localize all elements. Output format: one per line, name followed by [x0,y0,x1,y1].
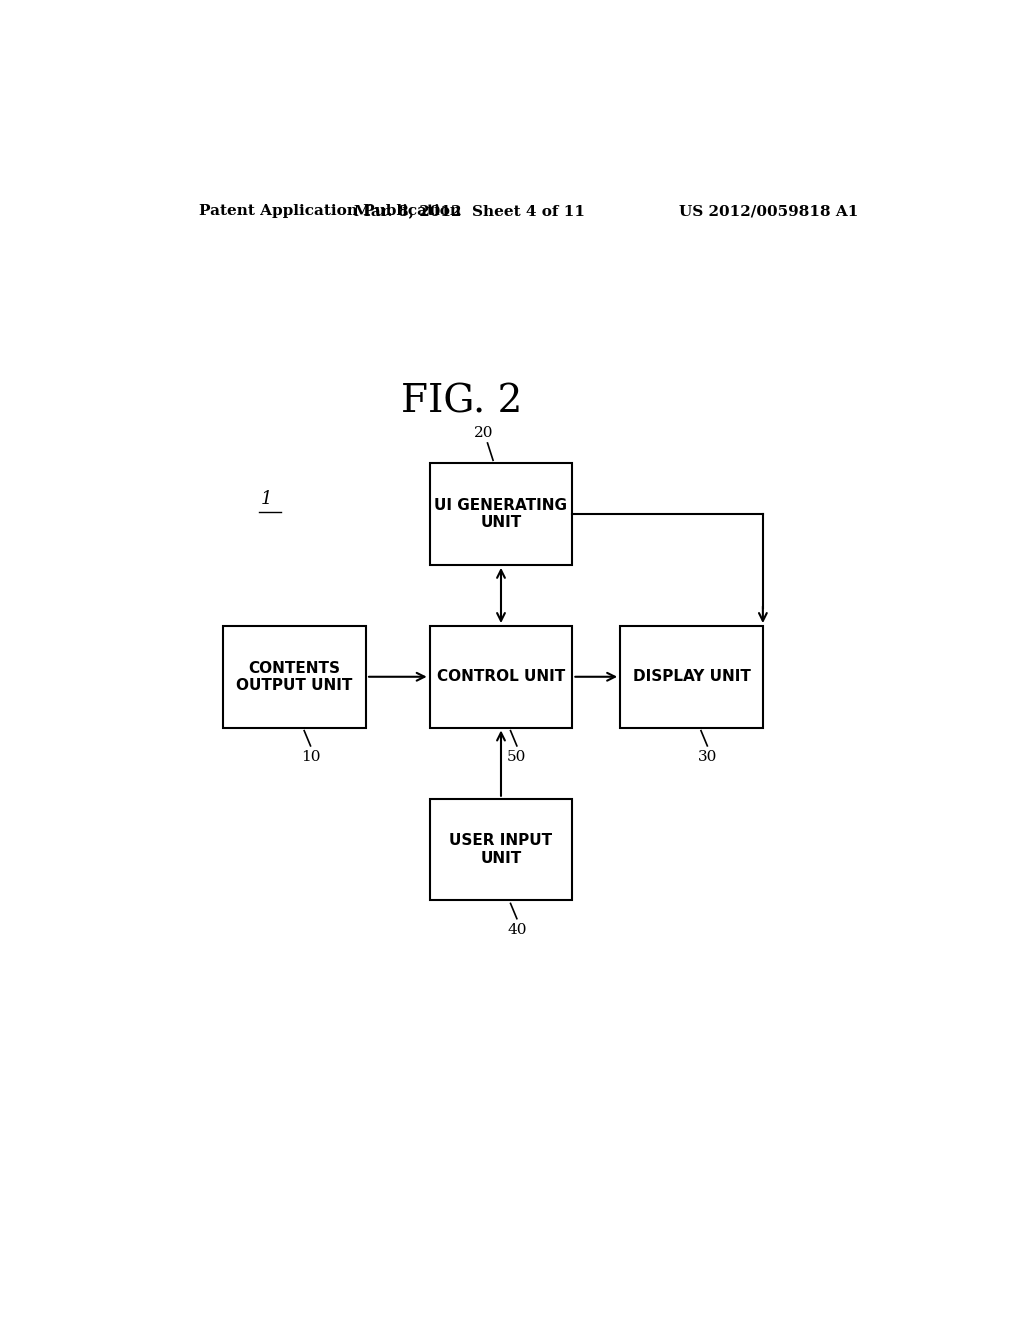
Text: UI GENERATING
UNIT: UI GENERATING UNIT [434,498,567,531]
Text: 10: 10 [301,750,321,764]
Text: US 2012/0059818 A1: US 2012/0059818 A1 [679,205,858,218]
FancyBboxPatch shape [620,626,763,727]
Text: FIG. 2: FIG. 2 [400,384,522,421]
Text: 50: 50 [507,750,526,764]
Text: 1: 1 [261,490,272,508]
Text: Patent Application Publication: Patent Application Publication [200,205,462,218]
Text: USER INPUT
UNIT: USER INPUT UNIT [450,833,553,866]
Text: 40: 40 [507,923,526,937]
Text: CONTENTS
OUTPUT UNIT: CONTENTS OUTPUT UNIT [237,660,353,693]
FancyBboxPatch shape [430,799,572,900]
Text: Mar. 8, 2012  Sheet 4 of 11: Mar. 8, 2012 Sheet 4 of 11 [353,205,585,218]
FancyBboxPatch shape [223,626,367,727]
Text: DISPLAY UNIT: DISPLAY UNIT [633,669,751,684]
Text: 30: 30 [697,750,717,764]
FancyBboxPatch shape [430,463,572,565]
FancyBboxPatch shape [430,626,572,727]
Text: 20: 20 [474,426,494,440]
Text: CONTROL UNIT: CONTROL UNIT [437,669,565,684]
